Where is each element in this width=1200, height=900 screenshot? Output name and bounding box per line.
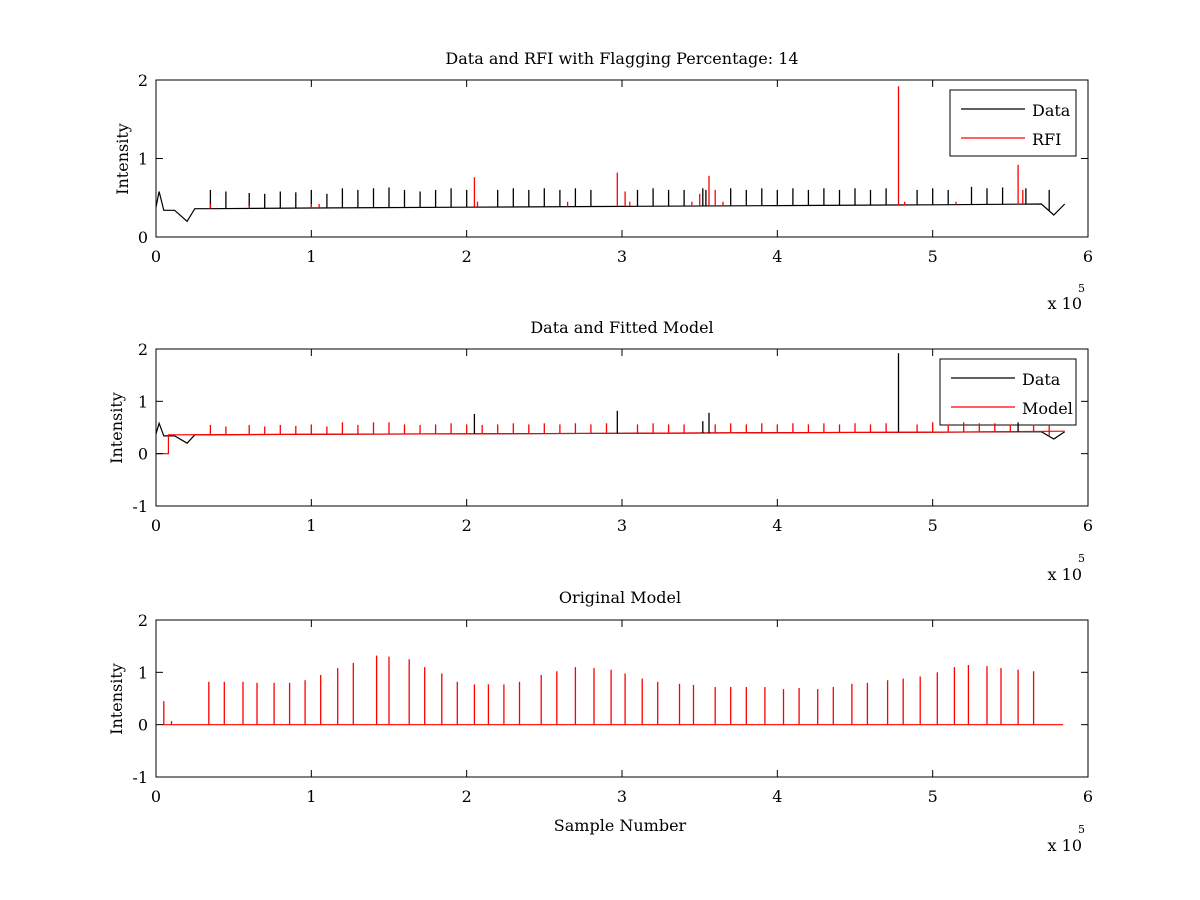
panel-original-model: Original Model Intensity Sample Number x… xyxy=(107,588,1093,855)
x-multiplier-exponent: 5 xyxy=(1078,823,1085,836)
y-tick-label: -1 xyxy=(132,768,148,787)
y-tick-label: 0 xyxy=(138,445,148,464)
x-tick-label: 5 xyxy=(928,516,938,535)
x-tick-label: 5 xyxy=(928,787,938,806)
x-tick-label: 3 xyxy=(617,516,627,535)
x-multiplier-label: x 10 xyxy=(1048,294,1082,313)
legend-box xyxy=(939,358,1077,426)
y-axis-label: Intensity xyxy=(107,392,126,464)
x-multiplier-label: x 10 xyxy=(1048,836,1082,855)
x-tick-label: 1 xyxy=(306,787,316,806)
x-tick-label: 6 xyxy=(1083,247,1093,266)
x-tick-label: 4 xyxy=(772,247,782,266)
x-tick-label: 0 xyxy=(151,247,161,266)
x-multiplier-label: x 10 xyxy=(1048,565,1082,584)
panel-title: Data and Fitted Model xyxy=(530,318,713,337)
legend-label: Model xyxy=(1022,399,1073,418)
x-tick-label: 2 xyxy=(462,787,472,806)
x-tick-label: 1 xyxy=(306,516,316,535)
x-tick-label: 3 xyxy=(617,787,627,806)
plot-area xyxy=(156,86,1066,223)
x-tick-label: 4 xyxy=(772,787,782,806)
legend-box xyxy=(949,89,1077,157)
x-tick-label: 2 xyxy=(462,516,472,535)
x-tick-label: 0 xyxy=(151,516,161,535)
panel-data-rfi: Data and RFI with Flagging Percentage: 1… xyxy=(113,49,1093,313)
x-tick-label: 6 xyxy=(1083,787,1093,806)
x-axis-label: Sample Number xyxy=(554,816,687,835)
y-tick-label: 1 xyxy=(138,663,148,682)
x-tick-label: 6 xyxy=(1083,516,1093,535)
x-tick-label: 3 xyxy=(617,247,627,266)
plot-area xyxy=(162,655,1064,726)
panel-title: Data and RFI with Flagging Percentage: 1… xyxy=(445,49,798,68)
y-tick-label: 0 xyxy=(138,228,148,247)
legend-label: Data xyxy=(1022,370,1061,389)
legend-label: RFI xyxy=(1032,130,1061,149)
legend-label: Data xyxy=(1032,101,1071,120)
y-axis-label: Intensity xyxy=(113,123,132,195)
panel-data-model: Data and Fitted Model Intensity x 10 5 D… xyxy=(107,318,1093,584)
y-tick-label: 1 xyxy=(138,150,148,169)
plot-area xyxy=(156,353,1066,455)
legend: Data RFI xyxy=(949,89,1077,157)
x-tick-label: 1 xyxy=(306,247,316,266)
x-tick-label: 2 xyxy=(462,247,472,266)
x-tick-label: 0 xyxy=(151,787,161,806)
panel-title: Original Model xyxy=(559,588,681,607)
y-tick-label: 2 xyxy=(138,71,148,90)
y-tick-label: -1 xyxy=(132,497,148,516)
y-tick-label: 1 xyxy=(138,392,148,411)
legend: Data Model xyxy=(939,358,1077,426)
x-multiplier-exponent: 5 xyxy=(1078,552,1085,565)
y-tick-label: 2 xyxy=(138,611,148,630)
x-multiplier-exponent: 5 xyxy=(1078,282,1085,295)
y-tick-label: 2 xyxy=(138,340,148,359)
x-tick-label: 5 xyxy=(928,247,938,266)
y-tick-label: 0 xyxy=(138,716,148,735)
y-axis-label: Intensity xyxy=(107,663,126,735)
x-tick-label: 4 xyxy=(772,516,782,535)
